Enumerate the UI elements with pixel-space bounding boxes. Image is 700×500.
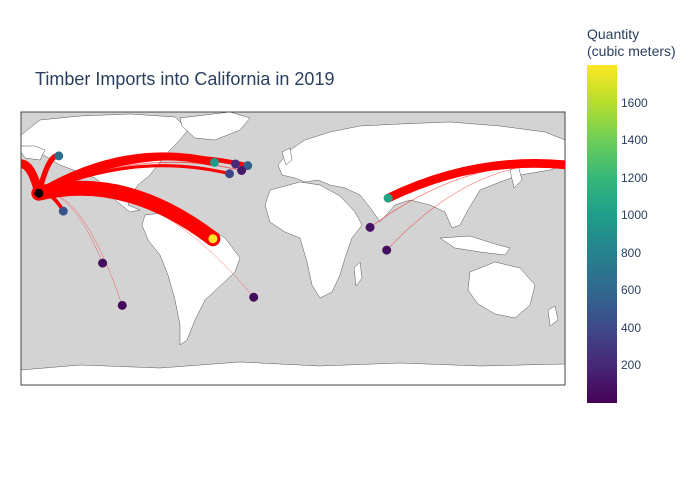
colorbar-title: Quantity (cubic meters) bbox=[587, 26, 676, 60]
origin-marker bbox=[208, 234, 218, 244]
origin-markers bbox=[34, 151, 393, 310]
colorbar bbox=[587, 65, 617, 403]
trade-route bbox=[38, 188, 254, 298]
trade-route bbox=[386, 164, 565, 251]
origin-marker bbox=[209, 157, 219, 167]
colorbar-title-line1: Quantity bbox=[587, 26, 640, 42]
origin-marker bbox=[365, 222, 375, 232]
trade-route bbox=[21, 163, 40, 194]
land-uk bbox=[281, 147, 293, 166]
colorbar-tick-label: 1000 bbox=[621, 208, 648, 223]
colorbar-title-line2: (cubic meters) bbox=[587, 43, 676, 59]
origin-marker bbox=[249, 292, 259, 302]
colorbar-tick-label: 600 bbox=[621, 283, 642, 298]
origin-marker bbox=[383, 193, 393, 203]
chart-title: Timber Imports into California in 2019 bbox=[35, 69, 335, 89]
land-greenland bbox=[179, 112, 251, 141]
origin-marker bbox=[225, 169, 235, 179]
origin-marker bbox=[237, 166, 247, 175]
land-alaska bbox=[21, 145, 46, 161]
colorbar-tick-label: 400 bbox=[621, 320, 642, 335]
destination-marker bbox=[34, 188, 44, 198]
origin-marker bbox=[231, 159, 241, 169]
colorbar-tick-label: 1600 bbox=[621, 95, 648, 110]
map-frame bbox=[20, 111, 566, 386]
colorbar-tick-label: 200 bbox=[621, 358, 642, 373]
colorbar-tick-label: 800 bbox=[621, 245, 642, 260]
land-australia bbox=[467, 261, 536, 319]
land-eurasia bbox=[277, 121, 565, 229]
origin-marker bbox=[243, 161, 253, 171]
land-new-zealand bbox=[547, 305, 559, 327]
trade-route bbox=[38, 192, 123, 306]
colorbar-tick-label: 1200 bbox=[621, 170, 648, 185]
land-madagascar bbox=[353, 261, 363, 287]
land-indonesia bbox=[439, 235, 511, 256]
colorbar-tick-label: 1400 bbox=[621, 133, 648, 148]
origin-marker bbox=[382, 245, 392, 255]
land-africa bbox=[264, 181, 363, 299]
origin-marker bbox=[54, 151, 64, 161]
origin-marker bbox=[58, 206, 68, 216]
origin-marker bbox=[117, 300, 127, 310]
land-antarctica bbox=[21, 361, 565, 385]
trade-route bbox=[369, 163, 565, 228]
origin-marker bbox=[98, 258, 108, 268]
